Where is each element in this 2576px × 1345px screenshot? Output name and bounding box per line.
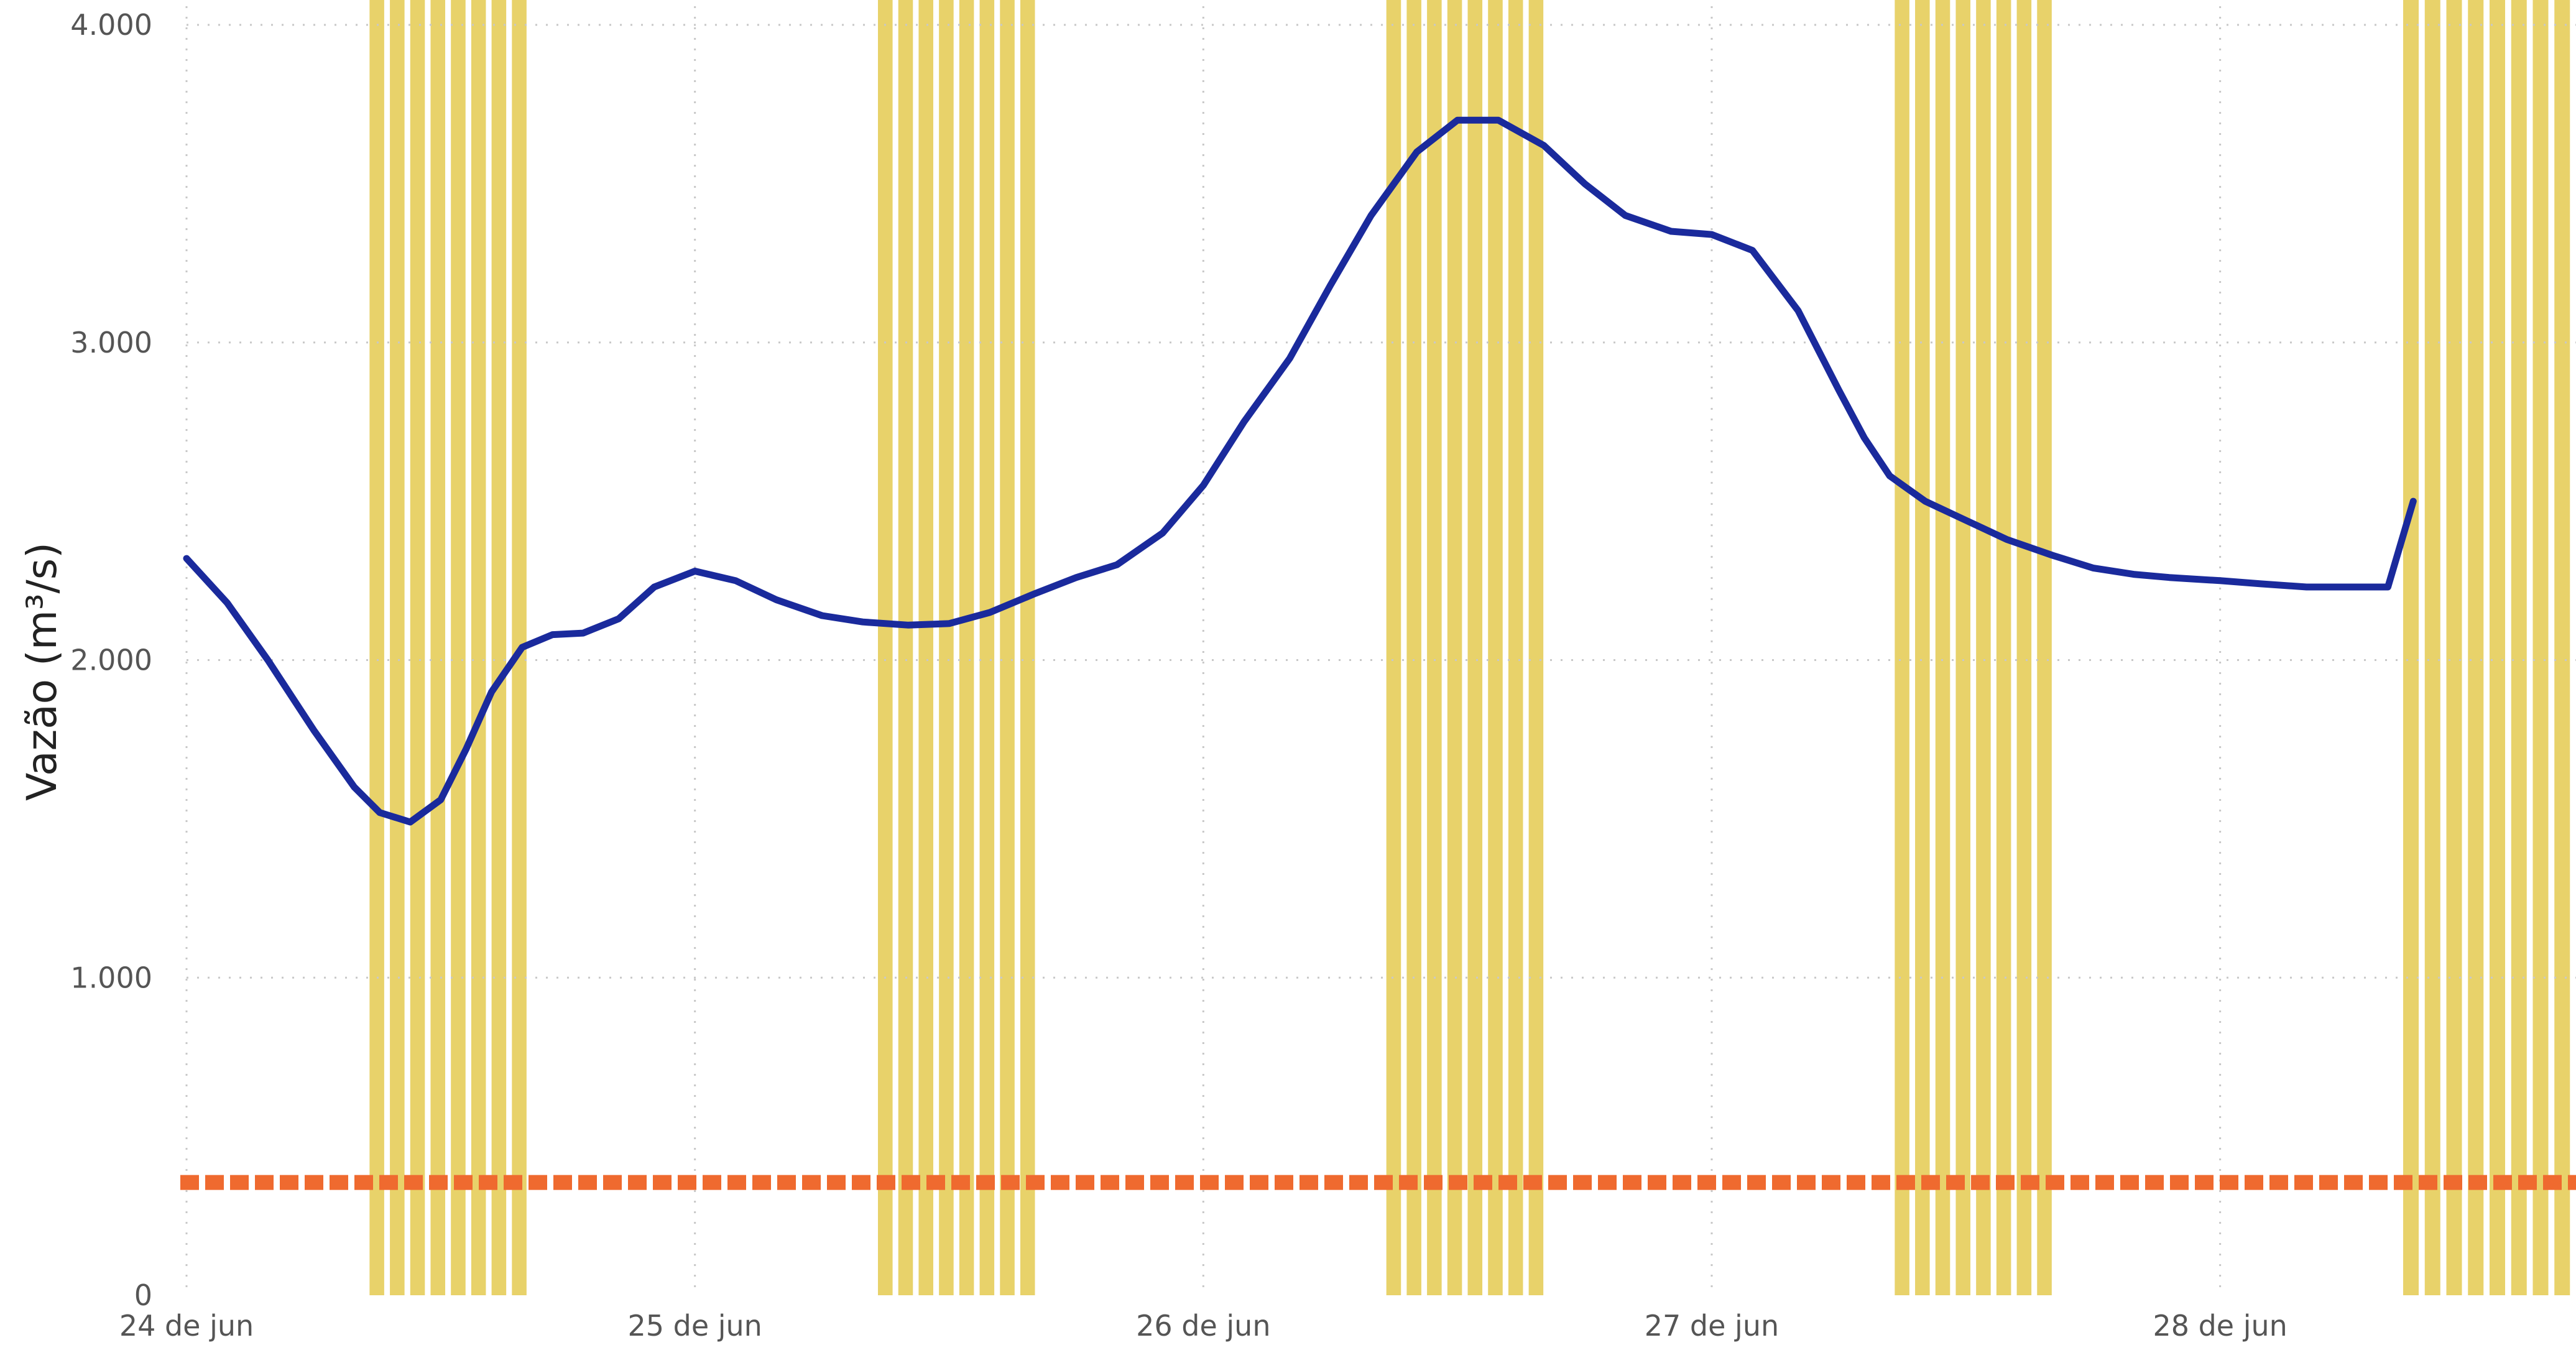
band-stripe: [1386, 0, 1401, 1295]
y-axis-ticks: 0 1.000 2.000 3.000 4.000: [70, 8, 152, 1312]
band-stripe: [959, 0, 974, 1295]
band-stripe: [2016, 0, 2032, 1295]
band-stripe: [939, 0, 954, 1295]
band-stripe: [2037, 0, 2052, 1295]
y-tick-label: 3.000: [70, 326, 152, 359]
band-stripe: [1488, 0, 1503, 1295]
band-stripe: [898, 0, 913, 1295]
band-stripe: [491, 0, 507, 1295]
y-tick-label: 1.000: [70, 961, 152, 994]
y-tick-label: 4.000: [70, 8, 152, 42]
y-tick-label: 2.000: [70, 644, 152, 677]
band-stripe: [1406, 0, 1421, 1295]
band-stripe: [1427, 0, 1442, 1295]
y-tick-label: 0: [134, 1278, 152, 1312]
x-tick-label: 24 de jun: [119, 1309, 254, 1343]
band-stripe: [2468, 0, 2484, 1295]
band-stripe: [979, 0, 995, 1295]
band-stripe: [918, 0, 933, 1295]
flow-line: [183, 116, 2417, 826]
x-tick-label: 26 de jun: [1136, 1309, 1270, 1343]
band-stripe: [2532, 0, 2549, 1295]
highlight-bands: [369, 0, 2570, 1295]
band-stripe: [1508, 0, 1523, 1295]
y-axis-title: Vazão (m³/s): [18, 542, 66, 801]
band-stripe: [390, 0, 405, 1295]
band-stripe: [1955, 0, 1971, 1295]
grid-lines: [185, 6, 2576, 1295]
x-axis-ticks: 24 de jun 25 de jun 26 de jun 27 de jun 28 d…: [119, 1309, 2287, 1343]
band-stripe: [410, 0, 425, 1295]
band-stripe: [1935, 0, 1950, 1295]
x-tick-label: 25 de jun: [627, 1309, 762, 1343]
band-stripe: [2554, 0, 2570, 1295]
band-stripe: [1895, 0, 1909, 1295]
band-stripe: [1000, 0, 1015, 1295]
band-stripe: [451, 0, 466, 1295]
band-stripe: [1996, 0, 2011, 1295]
band-stripe: [1976, 0, 1991, 1295]
band-stripe: [1467, 0, 1483, 1295]
x-tick-label: 27 de jun: [1645, 1309, 1779, 1343]
band-stripe: [2489, 0, 2506, 1295]
band-stripe: [1915, 0, 1930, 1295]
band-stripe: [1528, 0, 1544, 1295]
band-stripe: [1447, 0, 1462, 1295]
series-lines: [180, 116, 2576, 1190]
band-stripe: [2446, 0, 2462, 1295]
band-stripe: [2511, 0, 2527, 1295]
band-stripe: [2403, 0, 2419, 1295]
band-stripe: [1020, 0, 1035, 1295]
band-stripe: [2424, 0, 2440, 1295]
band-stripe: [369, 0, 384, 1295]
x-tick-label: 28 de jun: [2153, 1309, 2287, 1343]
band-stripe: [471, 0, 486, 1295]
band-stripe: [430, 0, 446, 1295]
band-stripe: [878, 0, 893, 1295]
